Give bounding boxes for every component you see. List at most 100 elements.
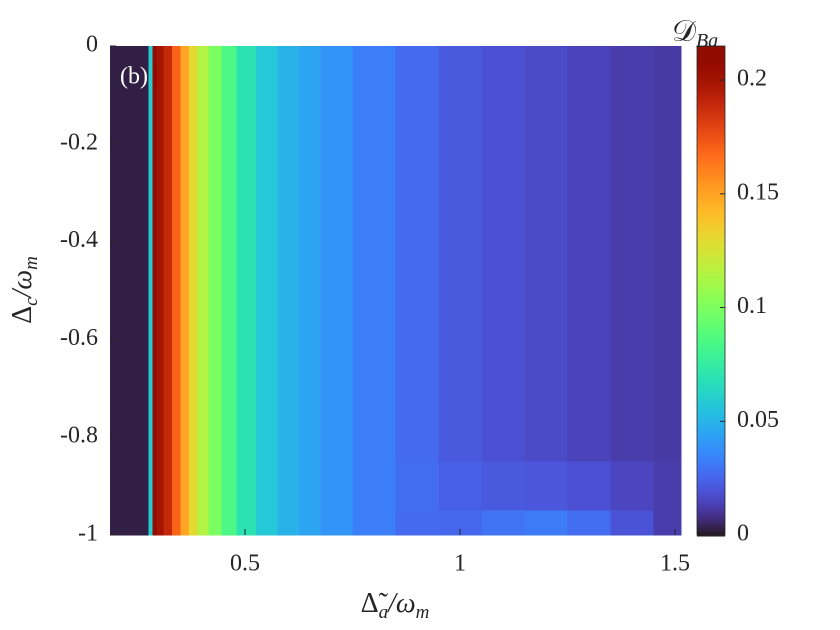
heatmap-cell [395, 46, 440, 96]
heatmap-cell [567, 388, 612, 463]
heatmap-cell [524, 94, 569, 194]
heatmap-cell [320, 192, 354, 292]
heatmap-cell [277, 290, 300, 389]
heatmap-cell [171, 290, 182, 389]
colorbar-segment [697, 128, 725, 131]
colorbar-segment [697, 470, 725, 473]
heatmap-cell [236, 461, 257, 512]
heatmap-cell [131, 192, 143, 292]
colorbar-segment [697, 232, 725, 235]
colorbar-segment [697, 176, 725, 179]
colorbar-segment [697, 130, 725, 133]
colorbar-segment [697, 266, 725, 269]
colorbar-segment [697, 316, 725, 319]
colorbar-segment [697, 434, 725, 437]
heatmap-cell [141, 192, 149, 292]
colorbar-segment [697, 418, 725, 421]
heatmap-cell [610, 192, 655, 292]
x-label-part: a [379, 602, 389, 623]
colorbar-segment [697, 296, 725, 299]
colorbar-segment [697, 292, 725, 295]
heatmap-cell [277, 510, 300, 536]
heatmap-cell [148, 388, 154, 463]
heatmap-cell [481, 46, 526, 96]
heatmap-cell [118, 46, 132, 96]
heatmap-cell [438, 192, 483, 292]
heatmap-cell [197, 510, 210, 536]
heatmap-cell [610, 461, 655, 512]
colorbar-segment [697, 50, 725, 53]
colorbar-segment [697, 230, 725, 233]
heatmap-cell [156, 192, 164, 292]
heatmap-cell [277, 461, 300, 512]
heatmap-cell [152, 290, 158, 389]
heatmap-cell [171, 94, 182, 194]
heatmap-cell [610, 46, 655, 96]
colorbar-segment [697, 224, 725, 227]
heatmap-cell [438, 46, 483, 96]
heatmap-cell [255, 94, 278, 194]
heatmap-cell [277, 388, 300, 463]
colorbar-segment [697, 194, 725, 197]
colorbar-segment [697, 246, 725, 249]
heatmap-cell [221, 94, 238, 194]
colorbar-segment [697, 404, 725, 407]
colorbar-segment [697, 288, 725, 291]
colorbar-segment [697, 152, 725, 155]
heatmap-cell [131, 290, 143, 389]
colorbar-segment [697, 278, 725, 281]
heatmap-cell [110, 46, 119, 96]
heatmap-cell [236, 192, 257, 292]
colorbar-segment [697, 350, 725, 353]
heatmap-cell [180, 94, 190, 194]
heatmap-cell [141, 290, 149, 389]
heatmap-cell [131, 46, 143, 96]
colorbar-segment [697, 206, 725, 209]
colorbar-segment [697, 132, 725, 135]
heatmap-cell [118, 192, 132, 292]
colorbar-segment [697, 354, 725, 357]
heatmap-cell [180, 192, 190, 292]
y-tick-label: -1 [78, 521, 98, 547]
heatmap-cell [255, 192, 278, 292]
heatmap-cell [524, 290, 569, 389]
colorbar-segment [697, 226, 725, 229]
heatmap-cell [395, 290, 440, 389]
colorbar-segment [697, 150, 725, 153]
heatmap-cell [148, 192, 154, 292]
heatmap-cell [148, 461, 154, 512]
colorbar-segment [697, 94, 725, 97]
colorbar-segment [697, 450, 725, 453]
colorbar-segment [697, 414, 725, 417]
colorbar-segment [697, 92, 725, 95]
colorbar-segment [697, 386, 725, 389]
colorbar-segment [697, 114, 725, 117]
colorbar-segment [697, 392, 725, 395]
heatmap-cell [221, 461, 238, 512]
colorbar-segment [697, 460, 725, 463]
colorbar-segment [697, 154, 725, 157]
heatmap-cell [481, 510, 526, 536]
colorbar-segment [697, 412, 725, 415]
colorbar-segment [697, 504, 725, 507]
colorbar-segment [697, 118, 725, 121]
colorbar-segment [697, 260, 725, 263]
heatmap-cell [653, 94, 682, 194]
colorbar-segment [697, 520, 725, 523]
colorbar-segment [697, 508, 725, 511]
colorbar-segment [697, 70, 725, 73]
heatmap-cell [298, 46, 321, 96]
heatmap-cell [208, 192, 222, 292]
heatmap-cell [208, 94, 222, 194]
colorbar-tick-label: 0 [737, 521, 749, 547]
heatmap-cell [481, 461, 526, 512]
colorbar-segment [697, 384, 725, 387]
heatmap-cell [208, 510, 222, 536]
colorbar-segment [697, 518, 725, 521]
colorbar-segment [697, 346, 725, 349]
heatmap-cell [320, 510, 354, 536]
heatmap-cell [567, 290, 612, 389]
heatmap-cell [180, 46, 190, 96]
heatmap-cell [653, 388, 682, 463]
colorbar-segment [697, 218, 725, 221]
